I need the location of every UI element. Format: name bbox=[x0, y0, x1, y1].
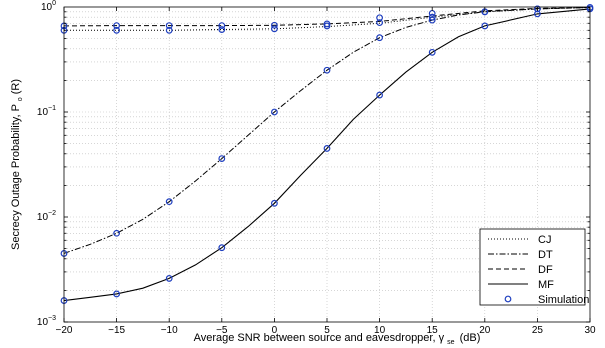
simulation-marker bbox=[481, 22, 489, 30]
simulation-marker bbox=[113, 26, 120, 34]
y-tick-exponent: −3 bbox=[48, 315, 56, 322]
y-tick-label: 10−3 bbox=[37, 315, 56, 328]
y-axis-label-subscript: o bbox=[17, 97, 24, 101]
simulation-marker bbox=[165, 275, 173, 282]
y-tick-exponent: −2 bbox=[48, 210, 56, 217]
legend-box bbox=[479, 228, 586, 306]
x-axis-label: Average SNR between source and eavesdrop… bbox=[194, 332, 481, 347]
y-axis-label-tail: (R) bbox=[10, 79, 22, 94]
y-tick-base: 10 bbox=[41, 2, 53, 13]
x-tick-label: 5 bbox=[324, 325, 330, 336]
simulation-marker bbox=[376, 34, 384, 42]
simulation-marker bbox=[218, 26, 226, 33]
legend-simulation-marker bbox=[504, 295, 512, 303]
legend-cj-label: CJ bbox=[538, 234, 551, 246]
simulation-marker bbox=[271, 108, 278, 116]
simulation-markers bbox=[60, 4, 594, 304]
series-dt-line bbox=[63, 7, 591, 254]
y-tick-base: 10 bbox=[37, 107, 49, 118]
simulation-marker bbox=[534, 10, 541, 18]
simulation-marker bbox=[376, 19, 384, 27]
legend-simulation-label: Simulation bbox=[538, 294, 589, 306]
y-tick-exponent: 0 bbox=[52, 0, 56, 7]
simulation-marker bbox=[323, 20, 331, 28]
series-mf-line bbox=[63, 8, 591, 302]
simulation-marker bbox=[113, 22, 120, 30]
x-tick-label: −10 bbox=[161, 325, 178, 336]
simulation-marker bbox=[428, 16, 436, 24]
y-tick-base: 10 bbox=[37, 212, 49, 223]
x-axis-label-subscript: se bbox=[447, 339, 455, 346]
series-cj-line bbox=[64, 7, 591, 31]
x-axis-label-unit: (dB) bbox=[460, 332, 481, 344]
simulation-marker bbox=[323, 66, 331, 74]
simulation-marker bbox=[218, 244, 226, 252]
x-tick-label: 0 bbox=[272, 325, 278, 336]
x-tick-label: −5 bbox=[216, 325, 228, 336]
simulation-marker bbox=[271, 21, 278, 29]
x-tick-label: 10 bbox=[374, 325, 386, 336]
y-axis-label: Secrecy Outage Probability, P o (R) bbox=[10, 79, 25, 250]
x-axis-label-text: Average SNR between source and eavesdrop… bbox=[194, 332, 436, 344]
simulation-marker bbox=[271, 199, 278, 207]
y-tick-exponent: −1 bbox=[48, 105, 56, 112]
x-tick-label: 20 bbox=[479, 325, 491, 336]
y-axis-label-text: Secrecy Outage Probability, P bbox=[10, 104, 22, 250]
y-tick-label: 10−2 bbox=[37, 210, 56, 223]
x-axis-label-symbol: γ bbox=[439, 332, 445, 344]
y-tick-label: 100 bbox=[41, 0, 56, 13]
simulation-marker bbox=[165, 198, 173, 206]
x-tick-label: −20 bbox=[56, 325, 73, 336]
x-tick-label: −15 bbox=[108, 325, 125, 336]
series-lines bbox=[63, 7, 591, 302]
legend: CJ DT DF MF Simulation bbox=[479, 228, 589, 306]
x-tick-label: 25 bbox=[532, 325, 544, 336]
x-tick-label: 15 bbox=[427, 325, 439, 336]
simulation-marker bbox=[428, 13, 436, 21]
simulation-marker bbox=[113, 229, 120, 237]
legend-df-label: DF bbox=[538, 264, 553, 276]
simulation-marker bbox=[428, 48, 436, 56]
simulation-marker bbox=[376, 91, 384, 99]
simulation-marker bbox=[165, 26, 173, 34]
simulation-marker bbox=[165, 22, 173, 30]
simulation-marker bbox=[113, 290, 120, 298]
simulation-marker bbox=[218, 155, 226, 162]
simulation-marker bbox=[271, 25, 278, 33]
simulation-marker bbox=[323, 145, 331, 152]
simulation-marker bbox=[323, 22, 331, 30]
x-tick-label: 30 bbox=[584, 325, 596, 336]
simulation-marker bbox=[218, 22, 226, 30]
grid-lines bbox=[64, 7, 590, 322]
y-tick-base: 10 bbox=[37, 317, 49, 328]
simulation-marker bbox=[376, 14, 384, 22]
y-tick-label: 10−1 bbox=[37, 105, 56, 118]
legend-mf-label: MF bbox=[538, 279, 554, 291]
legend-dt-label: DT bbox=[538, 249, 553, 261]
